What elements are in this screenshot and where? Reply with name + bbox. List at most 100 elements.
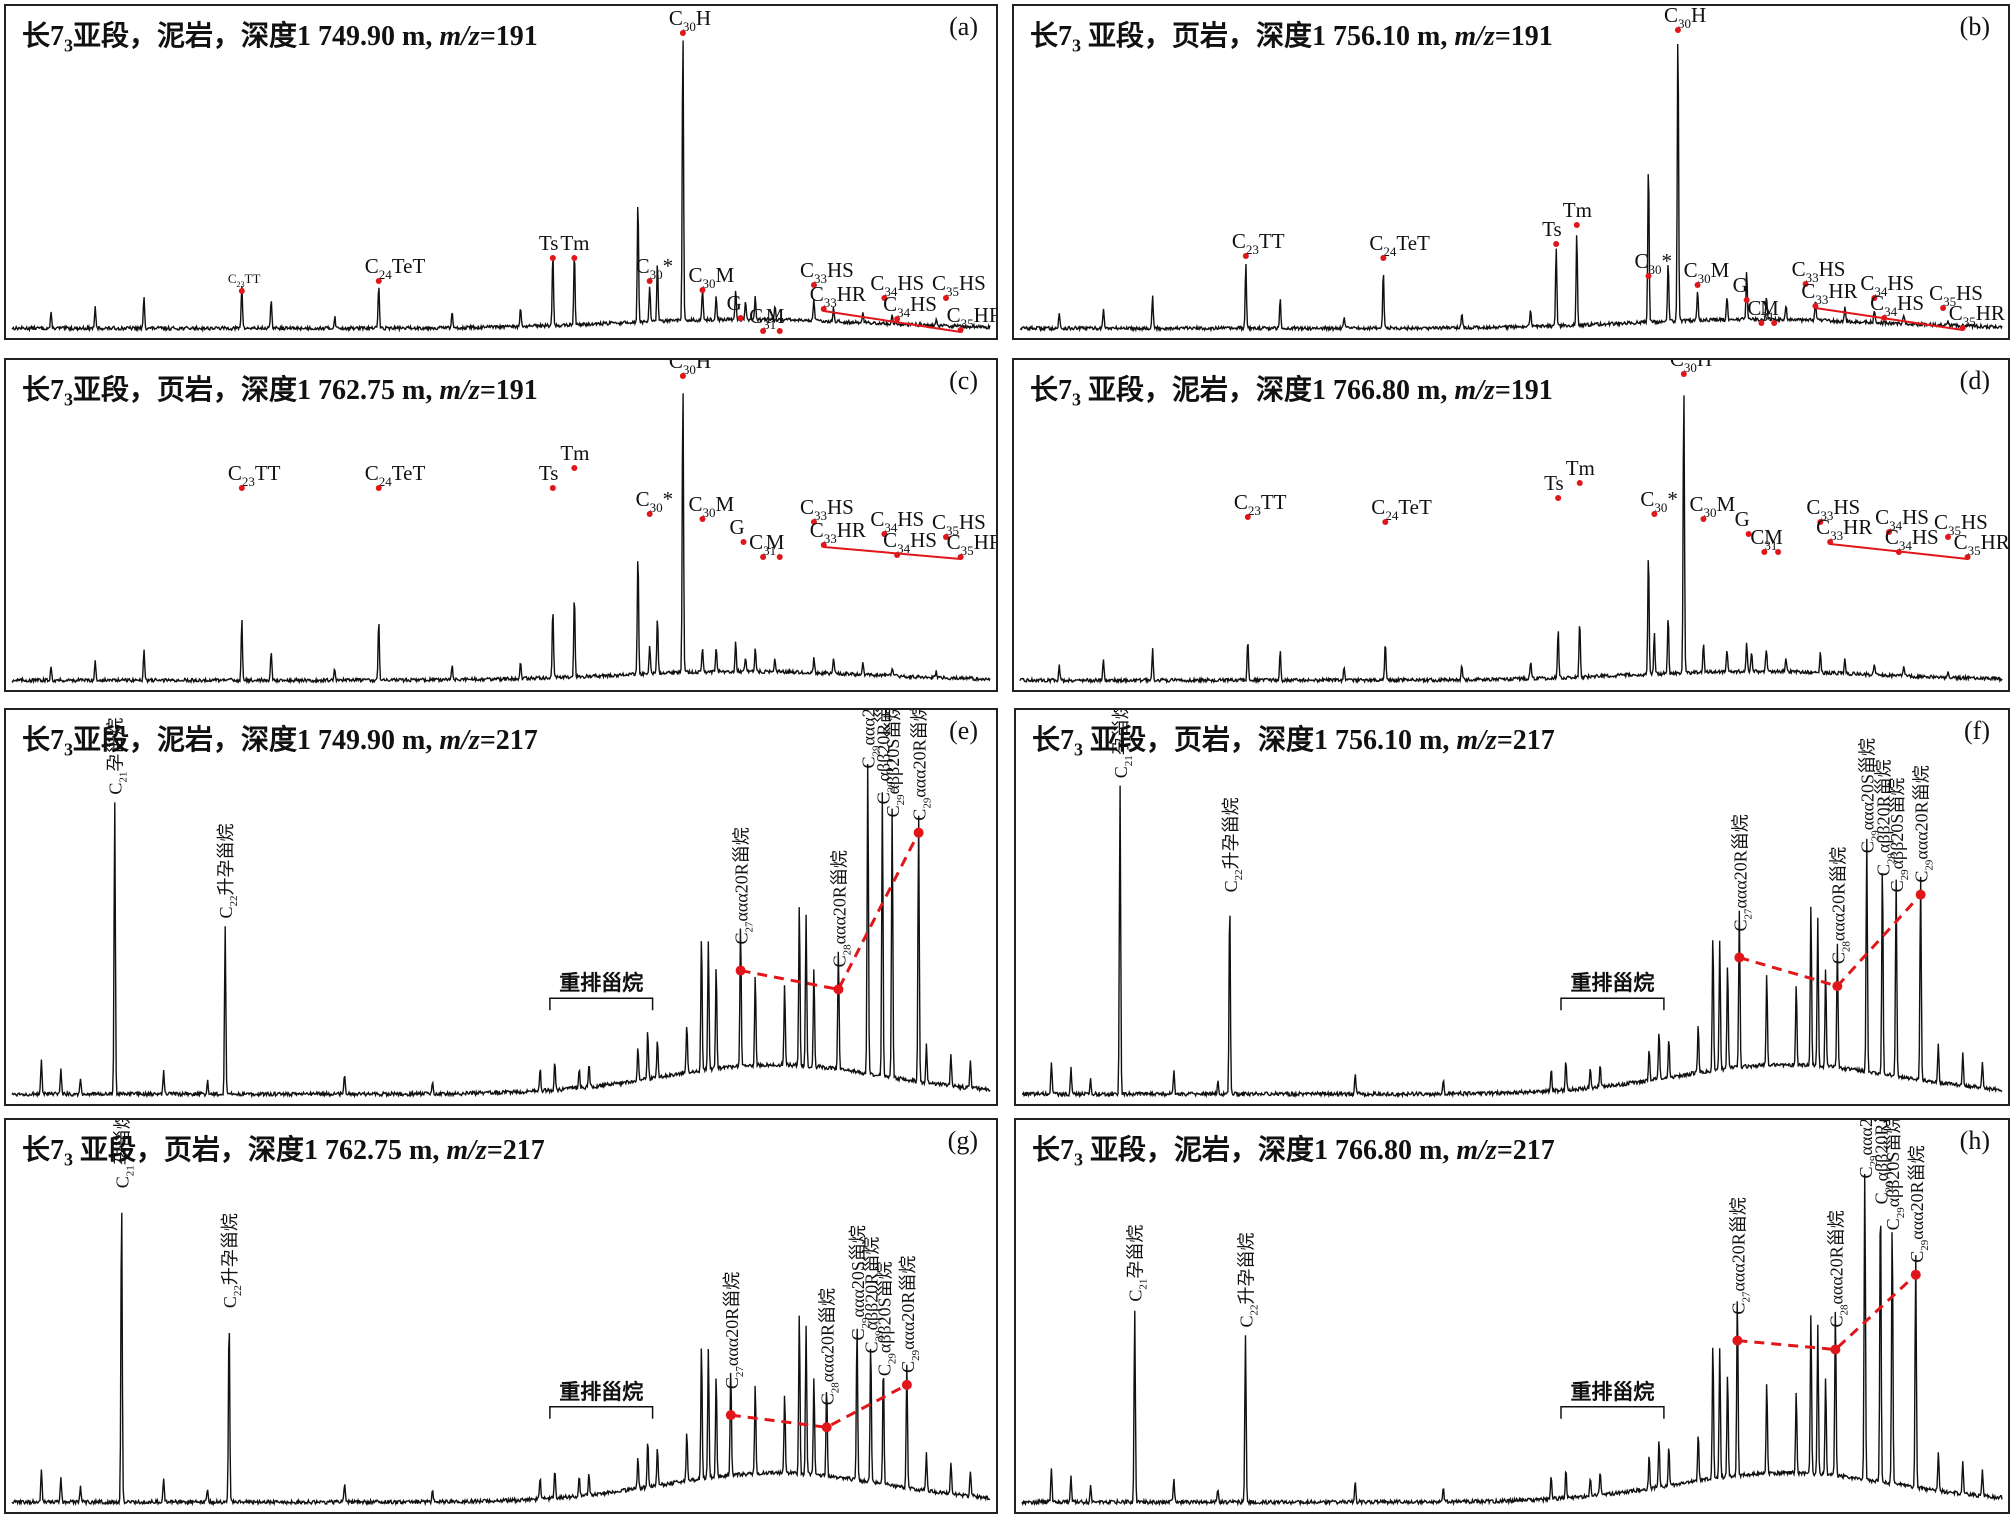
rearranged-sterane-label: 重排甾烷 [559, 1380, 643, 1404]
peak-marker [760, 554, 767, 560]
peak-label-tm: Tm [1563, 198, 1592, 222]
peak-label-c30m: C30M [688, 492, 734, 520]
chromatogram-panel-c: 长73亚段，页岩，深度1 762.75 m, m/z=191 (c) C23TT C2… [4, 358, 998, 692]
peak-marker [1553, 241, 1560, 247]
peak-label-3: C28ααα20R甾烷 [1826, 1210, 1850, 1327]
panel-label: (b) [1959, 12, 1990, 41]
peak-label-c35hs: C35HS [1929, 281, 1983, 309]
sterane-marker [1734, 952, 1745, 963]
peak-label-m: M [1764, 525, 1783, 549]
peak-marker [1674, 27, 1681, 33]
peak-label-c35hs: C35HS [1934, 510, 1988, 538]
peak-label-c30m: C30M [1689, 492, 1735, 520]
peak-label-5: C29αββ20R甾烷 [1873, 759, 1897, 876]
sterane-marker [735, 965, 746, 976]
peak-label-c34hs: C34HS [1870, 291, 1924, 319]
panel-label: (g) [947, 1126, 978, 1155]
peak-marker [238, 288, 245, 294]
peak-label-ts: Ts [1542, 217, 1562, 241]
peak-label-4: C29ααα20S甾烷 [848, 1225, 872, 1340]
peak-label-0: C21孕甾烷 [106, 718, 130, 795]
peak-label-2: C27ααα20R甾烷 [732, 827, 756, 944]
peak-label-c33hr: C33HR [1816, 515, 1872, 543]
trace-svg: C21孕甾烷C22升孕甾烷C27ααα20R甾烷C28ααα20R甾烷C29αα… [1021, 1120, 2003, 1507]
peak-label-3: C28ααα20R甾烷 [818, 1288, 842, 1405]
peak-label-7: C29ααα20R甾烷 [910, 710, 934, 821]
panel-title: 长73 亚段，页岩，深度1 756.10 m, m/z=217 [1032, 725, 1555, 760]
sterane-marker [833, 984, 844, 995]
peak-label-2: C27ααα20R甾烷 [1728, 1197, 1752, 1314]
peak-marker [1944, 534, 1951, 540]
peak-marker [699, 516, 706, 522]
rearranged-sterane-bracket [549, 1406, 654, 1419]
peak-label-c34hs: C34HS [870, 271, 924, 299]
chromatogram-trace [11, 1212, 991, 1507]
peak-label-c35hs: C35HS [932, 271, 986, 299]
peak-label-c23tt: C23TT [228, 461, 281, 489]
panel-title: 长73亚段，页岩，深度1 762.75 m, m/z=191 [22, 375, 538, 410]
peak-marker [942, 295, 949, 301]
chromatogram-panel-h: 长73 亚段，泥岩，深度1 766.80 m, m/z=217 (h) C21孕甾烷… [1014, 1118, 2010, 1514]
peak-label-1: C22升孕甾烷 [1236, 1233, 1260, 1328]
peak-marker [1761, 549, 1768, 555]
peak-label-c24tet: C24TeT [1369, 231, 1430, 259]
peak-label-c30*: C30* [1634, 249, 1672, 277]
peak-label-0: C21孕甾烷 [1111, 710, 1135, 778]
peak-label-6: C29αββ20S甾烷 [1883, 1120, 1907, 1230]
peak-label-c33hs: C33HS [1792, 257, 1846, 285]
sterane-marker [1732, 1335, 1743, 1346]
peak-marker [881, 531, 888, 537]
peak-marker [646, 511, 653, 517]
peak-label-c34hs: C34HS [1885, 525, 1939, 553]
sterane-marker [1830, 1344, 1841, 1355]
panel-title: 长73 亚段，页岩，深度1 756.10 m, m/z=191 [1030, 21, 1553, 56]
peak-marker [1242, 253, 1249, 259]
chromatogram-trace [11, 763, 991, 1099]
peak-label-c23tt: C23TT [1234, 490, 1287, 518]
peak-label-c30*: C30* [636, 487, 674, 515]
peak-label-c33hs: C33HS [800, 495, 854, 523]
sterane-distribution-trend [1737, 1273, 1917, 1352]
peak-marker [1886, 529, 1893, 535]
peak-marker [1745, 531, 1752, 537]
peak-label-4: C29ααα20S甾烷 [859, 710, 883, 769]
rearranged-sterane-bracket [549, 997, 654, 1011]
peak-label-ts: Ts [539, 231, 559, 255]
peak-label-c35hr: C35HR [1954, 530, 2008, 558]
panel-label: (d) [1959, 366, 1990, 395]
peak-label-c30*: C30* [636, 254, 674, 282]
rearranged-sterane-label: 重排甾烷 [1570, 1380, 1654, 1404]
peak-marker [810, 519, 817, 525]
peak-label-c34hs: C34HS [1860, 271, 1914, 299]
rearranged-sterane-bracket [1560, 997, 1665, 1011]
panel-title: 长73亚段，泥岩，深度1 749.90 m, m/z=191 [22, 21, 538, 56]
sterane-marker [901, 1379, 912, 1390]
peak-marker [1382, 519, 1389, 525]
peak-marker [679, 30, 686, 36]
chromatogram-trace [1021, 785, 2003, 1099]
peak-label-g: G [727, 291, 742, 315]
peak-marker [1380, 255, 1387, 261]
peak-marker [1802, 281, 1809, 287]
panel-title: 长73 亚段，泥岩，深度1 766.80 m, m/z=191 [1030, 375, 1553, 410]
rearranged-sterane-bracket [1560, 1406, 1665, 1419]
chromatogram-trace [1019, 395, 2003, 685]
panel-label: (h) [1959, 1126, 1990, 1155]
peak-label-c34hs: C34HS [870, 507, 924, 535]
peak-label-c30h: C30H [669, 360, 711, 377]
peak-label-m: M [766, 530, 785, 554]
sterane-marker [1832, 981, 1843, 992]
peak-marker [1694, 282, 1701, 288]
chromatogram-panel-f: 长73 亚段，页岩，深度1 756.10 m, m/z=217 (f) C21孕甾烷… [1014, 708, 2010, 1106]
peak-label-c30*: C30* [1640, 487, 1678, 515]
peak-label-c30h: C30H [1670, 360, 1712, 375]
peak-label-c33hs: C33HS [800, 258, 854, 286]
chromatogram-trace [11, 40, 991, 333]
peak-label-m: M [1760, 296, 1779, 320]
peak-label-c23tt: C23TT [228, 271, 261, 289]
peak-marker [549, 485, 556, 491]
panel-title: 长73 亚段，泥岩，深度1 766.80 m, m/z=217 [1032, 1135, 1555, 1170]
panel-title: 长73亚段，泥岩，深度1 749.90 m, m/z=217 [22, 725, 538, 760]
chromatogram-panel-a: 长73亚段，泥岩，深度1 749.90 m, m/z=191 (a) C23TT C2… [4, 4, 998, 340]
